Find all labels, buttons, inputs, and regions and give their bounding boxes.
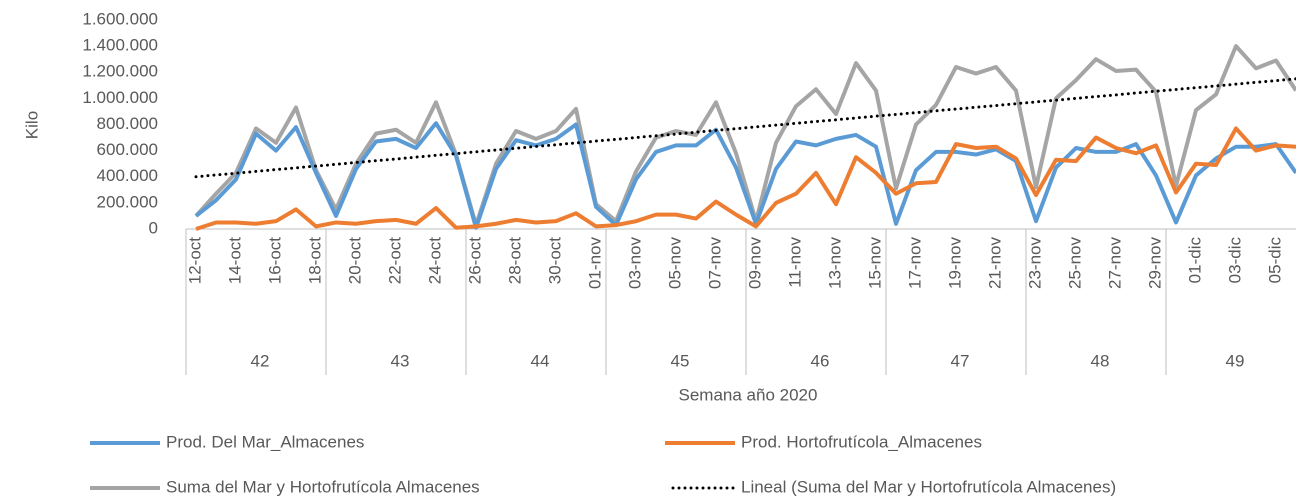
legend-label: Prod. Del Mar_Almacenes — [166, 432, 364, 451]
x-tick-label: 11-nov — [785, 237, 804, 288]
x-tick-label: 25-nov — [1065, 237, 1084, 289]
x-tick-label: 03-dic — [1225, 237, 1244, 284]
x-tick-label: 22-oct — [385, 237, 404, 285]
x-tick-label: 14-oct — [225, 237, 244, 285]
y-tick-label: 600.000 — [97, 140, 158, 159]
x-tick-label: 05-nov — [665, 237, 684, 289]
y-tick-label: 0 — [149, 218, 158, 237]
series-line — [194, 77, 1296, 179]
series-line — [194, 44, 1296, 228]
series-line — [194, 121, 1296, 230]
y-tick-label: 800.000 — [97, 114, 158, 133]
x-tick-label: 20-oct — [345, 237, 364, 285]
x-tick-label: 27-nov — [1105, 237, 1124, 289]
x-tick-label: 21-nov — [985, 237, 1004, 289]
week-label: 42 — [251, 351, 270, 370]
y-axis-title: Kilo — [22, 111, 41, 139]
x-tick-label: 29-nov — [1145, 237, 1164, 289]
legend-label: Suma del Mar y Hortofrutícola Almacenes — [166, 477, 480, 496]
x-tick-label: 13-nov — [825, 237, 844, 289]
week-label: 46 — [811, 351, 830, 370]
y-tick-label: 400.000 — [97, 166, 158, 185]
x-tick-label: 17-nov — [905, 237, 924, 289]
week-label: 44 — [531, 351, 550, 370]
x-tick-label: 05-dic — [1265, 237, 1284, 284]
week-label: 45 — [671, 351, 690, 370]
x-tick-label: 24-oct — [425, 237, 444, 285]
x-tick-label: 18-oct — [305, 237, 324, 285]
series-line — [195, 126, 1296, 231]
week-label: 43 — [391, 351, 410, 370]
x-tick-label: 30-oct — [545, 237, 564, 285]
x-tick-label: 23-nov — [1025, 237, 1044, 289]
legend-label: Prod. Hortofrutícola_Almacenes — [741, 432, 982, 451]
y-tick-label: 200.000 — [97, 192, 158, 211]
y-tick-label: 1.600.000 — [82, 9, 158, 28]
y-tick-label: 1.000.000 — [82, 88, 158, 107]
x-tick-label: 26-oct — [465, 237, 484, 285]
legend-label: Lineal (Suma del Mar y Hortofrutícola Al… — [741, 477, 1116, 496]
x-tick-label: 15-nov — [865, 237, 884, 289]
x-tick-label: 01-dic — [1185, 237, 1204, 284]
x-tick-label: 19-nov — [945, 237, 964, 289]
week-label: 49 — [1226, 351, 1245, 370]
x-tick-label: 09-nov — [745, 237, 764, 289]
x-tick-label: 03-nov — [625, 237, 644, 289]
x-tick-label: 12-oct — [185, 237, 204, 285]
x-axis-title: Semana año 2020 — [679, 385, 818, 404]
x-tick-label: 16-oct — [265, 237, 284, 285]
x-tick-label: 01-nov — [585, 237, 604, 289]
x-tick-label: 28-oct — [505, 237, 524, 285]
week-label: 48 — [1091, 351, 1110, 370]
y-tick-label: 1.200.000 — [82, 62, 158, 81]
week-label: 47 — [951, 351, 970, 370]
y-tick-label: 1.400.000 — [82, 36, 158, 55]
x-tick-label: 07-nov — [705, 237, 724, 289]
